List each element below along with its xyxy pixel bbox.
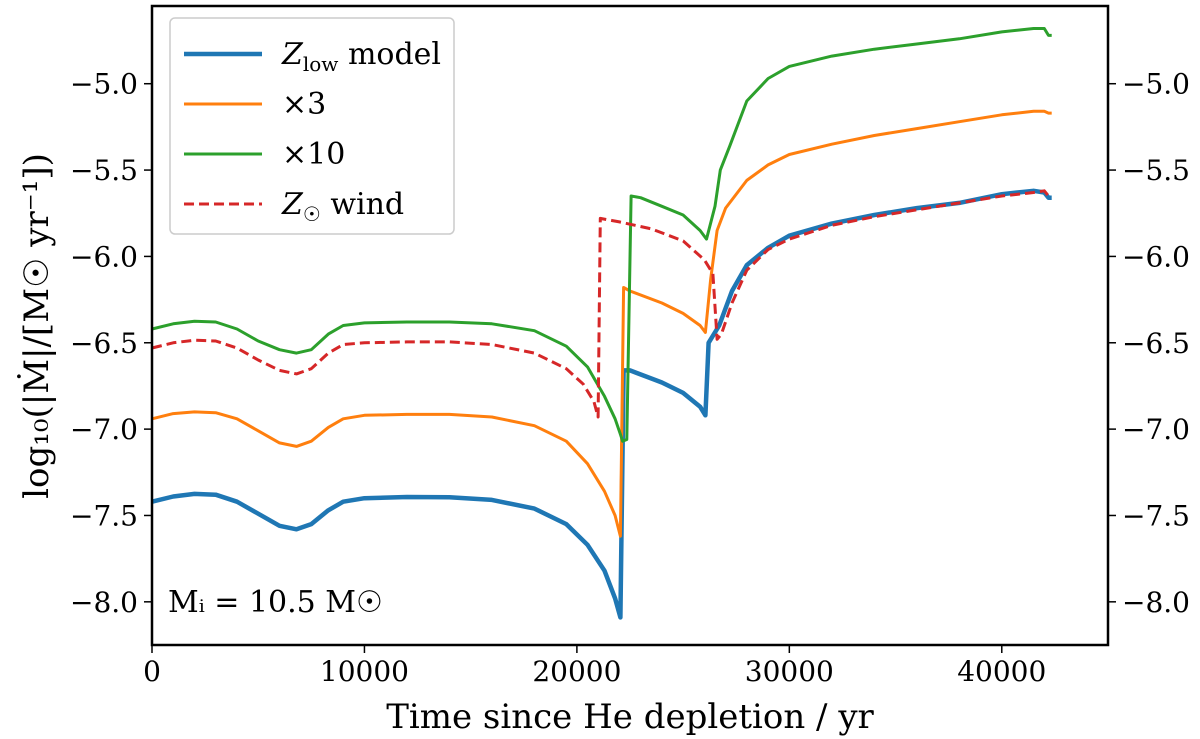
series-layer — [151, 27, 1052, 620]
y-axis-label: log₁₀(|Ṁ|/[M☉ yr⁻¹]) — [17, 153, 57, 499]
y-tick-label-right: −5.0 — [1122, 68, 1190, 101]
y-tick-label-left: −6.5 — [70, 327, 138, 360]
legend-label-0: Zlow model — [281, 37, 441, 76]
legend-label-3: Z☉ wind — [281, 187, 404, 226]
x-tick-label: 0 — [143, 655, 161, 688]
legend-label-2: ×10 — [282, 137, 345, 172]
legend-label-1: ×3 — [282, 87, 326, 122]
y-tick-label-right: −7.5 — [1122, 499, 1190, 532]
x-tick-label: 40000 — [957, 655, 1046, 688]
series-line-1 — [151, 109, 1052, 538]
x-axis-label: Time since He depletion / yr — [386, 697, 874, 737]
series-line-3 — [151, 189, 1052, 419]
y-tick-label-left: −6.0 — [70, 240, 138, 273]
y-tick-label-right: −6.5 — [1122, 327, 1190, 360]
x-tick-label: 30000 — [745, 655, 834, 688]
y-tick-label-right: −6.0 — [1122, 240, 1190, 273]
y-tick-label-left: −8.0 — [70, 586, 138, 619]
y-tick-label-right: −8.0 — [1122, 586, 1190, 619]
y-tick-label-left: −5.5 — [70, 154, 138, 187]
y-tick-label-right: −7.0 — [1122, 413, 1190, 446]
y-tick-label-left: −5.0 — [70, 68, 138, 101]
legend-box — [169, 17, 455, 235]
y-tick-label-left: −7.0 — [70, 413, 138, 446]
legend: Zlow model ×3 ×10 Z☉ wind — [169, 17, 455, 235]
x-tick-label: 20000 — [532, 655, 621, 688]
series-line-0 — [151, 188, 1052, 620]
y-tick-label-right: −5.5 — [1122, 154, 1190, 187]
mass-annotation: Mᵢ = 10.5 M☉ — [168, 585, 383, 620]
x-tick-label: 10000 — [320, 655, 409, 688]
series-line-2 — [151, 27, 1052, 443]
y-tick-label-left: −7.5 — [70, 499, 138, 532]
plot-frame — [150, 4, 1110, 647]
axis-layer: 0 10000 20000 30000 40000 −8.0 −8.0 −7.5 −7.5 −7.… — [70, 68, 1190, 688]
